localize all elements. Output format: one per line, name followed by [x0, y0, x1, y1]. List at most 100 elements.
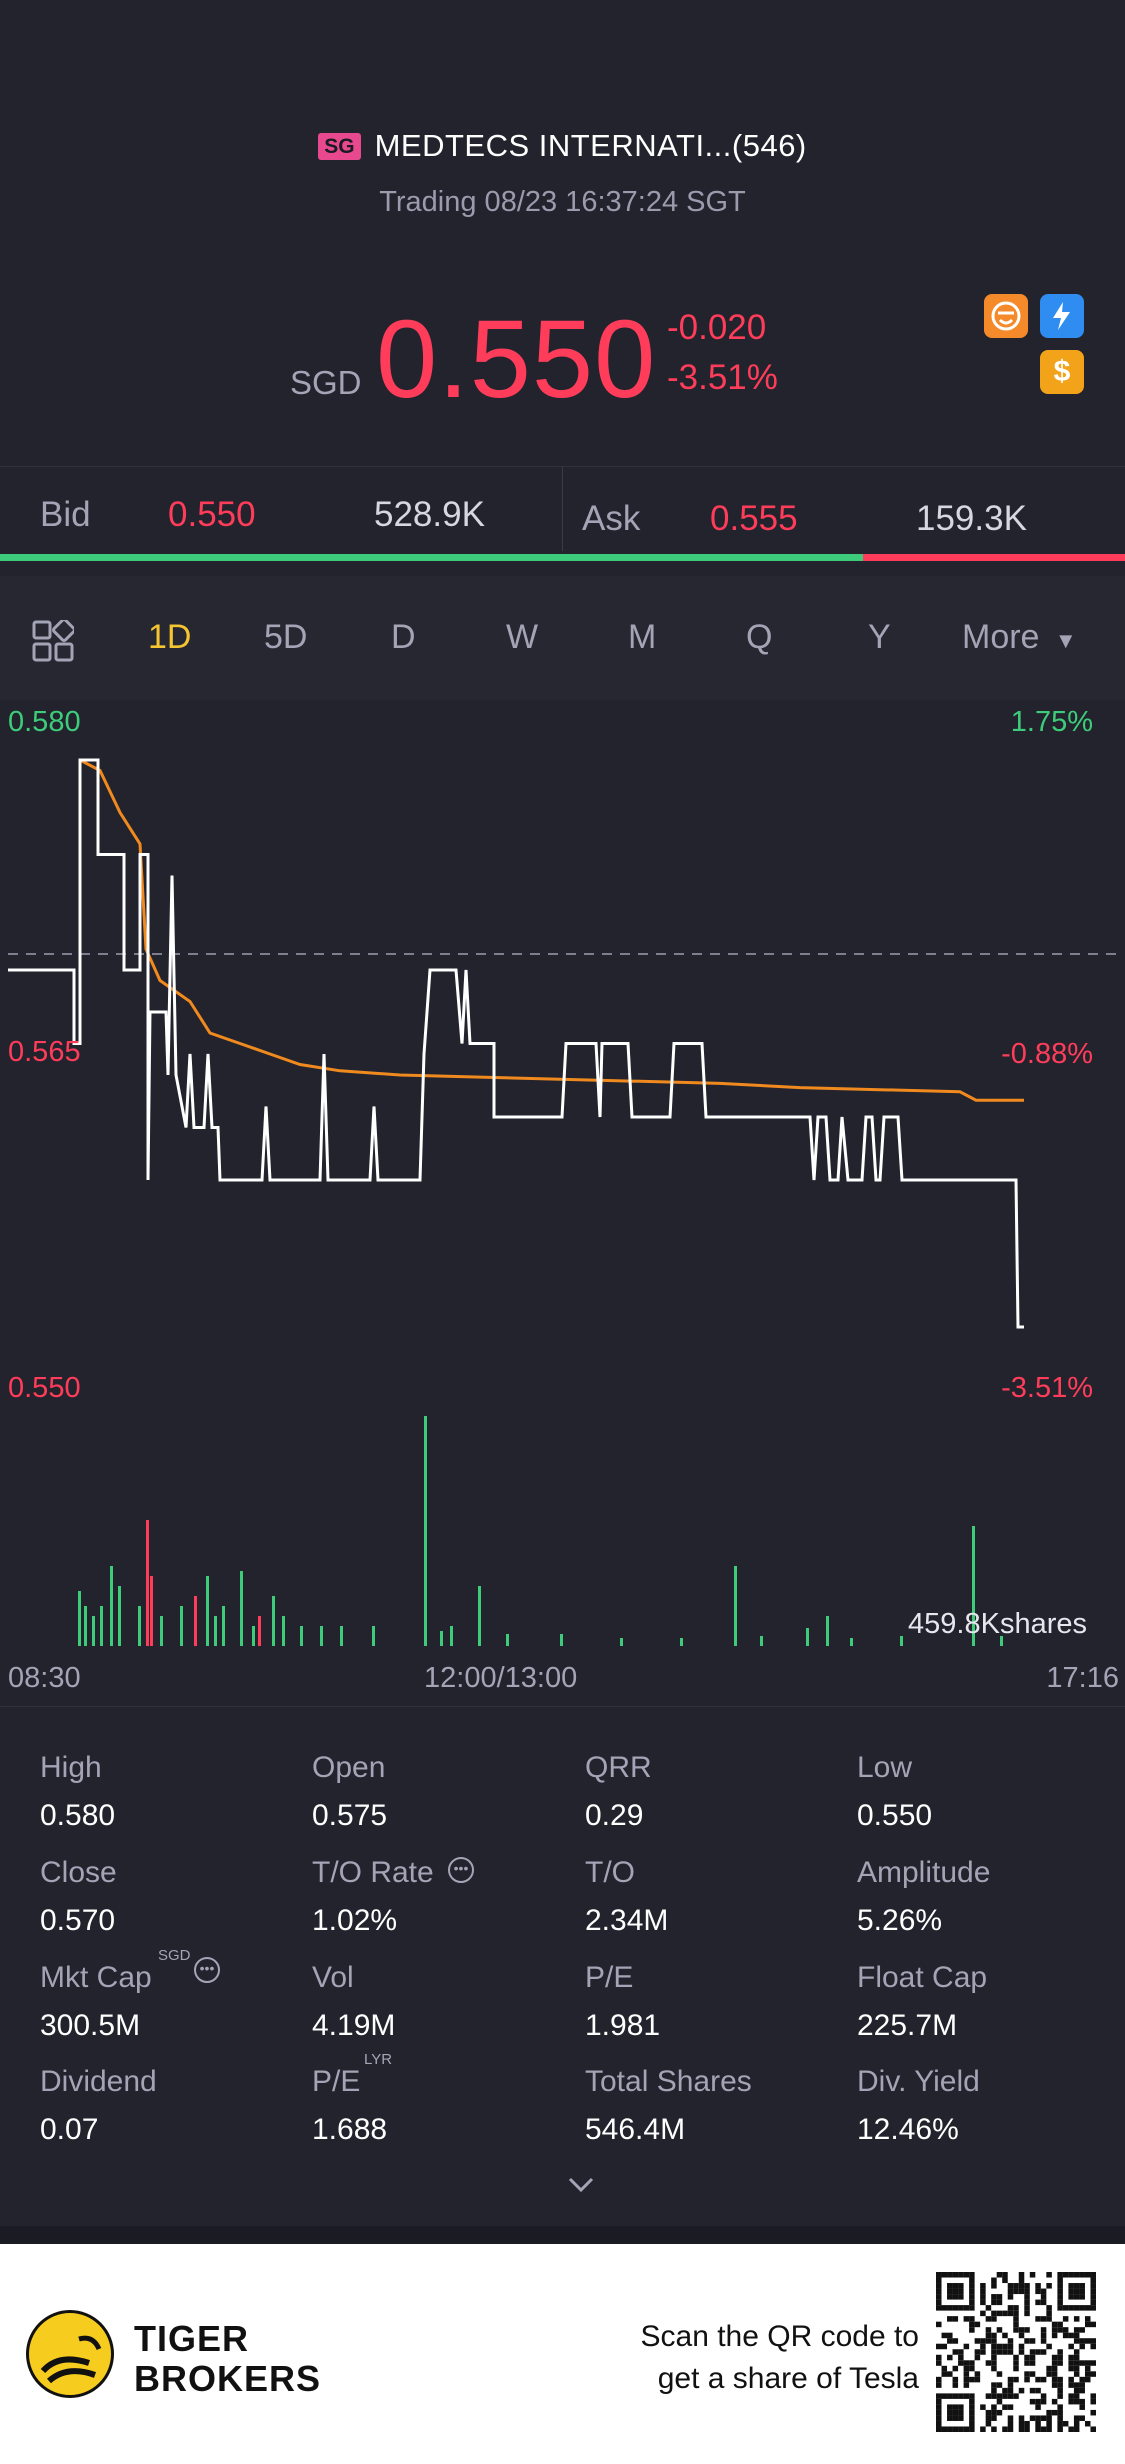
section-divider	[0, 2226, 1125, 2244]
volume-bars	[78, 1416, 1003, 1646]
volume-bar	[160, 1616, 163, 1646]
volume-bar	[180, 1606, 183, 1646]
average-price-line	[79, 758, 1024, 1102]
period-tabs: 1D 5D D W M Q Y More ▼	[0, 576, 1125, 700]
stat-label: QRR	[585, 1751, 652, 1784]
price-change-pct: -3.51%	[667, 358, 778, 397]
pct-axis-bottom: -3.51%	[1001, 1372, 1093, 1404]
stat-label: P/E	[312, 2065, 361, 2098]
volume-bar	[194, 1596, 197, 1646]
bid-ask-divider	[562, 467, 563, 551]
bid-ask-panel[interactable]: Bid 0.550 528.9K Ask 0.555 159.3K	[0, 466, 1125, 558]
volume-bar	[424, 1416, 427, 1646]
tab-q[interactable]: Q	[746, 618, 773, 656]
volume-bar	[84, 1606, 87, 1646]
bid-ratio-fill	[0, 554, 863, 561]
volume-bar	[146, 1520, 149, 1646]
lightning-glyph-icon	[1053, 302, 1070, 330]
stat-value: 1.688	[312, 2113, 388, 2146]
stat-label: T/O Rate	[312, 1856, 434, 1889]
promo-glyph-icon	[991, 301, 1021, 331]
stat-label: Close	[40, 1856, 117, 1889]
pct-axis-mid: -0.88%	[1001, 1038, 1093, 1070]
bid-price: 0.550	[168, 495, 256, 534]
chevron-down-icon: ▼	[1054, 628, 1077, 653]
volume-bar	[826, 1616, 829, 1646]
info-icon[interactable]: •••	[194, 1957, 220, 1983]
volume-bar	[222, 1606, 225, 1646]
volume-bar	[252, 1626, 255, 1646]
volume-bar	[206, 1576, 209, 1646]
bid-label: Bid	[40, 495, 91, 534]
currency-label: SGD	[290, 364, 362, 401]
ask-size: 159.3K	[916, 499, 1027, 538]
stat-label: Mkt Cap	[40, 1961, 152, 1994]
stat-label: Div. Yield	[857, 2065, 980, 2098]
price-axis-bottom: 0.550	[8, 1372, 81, 1404]
bid-size: 528.9K	[374, 495, 485, 534]
tab-w[interactable]: W	[506, 618, 539, 656]
volume-bar	[92, 1616, 95, 1646]
expand-chevron-icon[interactable]	[566, 2175, 596, 2200]
stat-value: 0.29	[585, 1799, 644, 1832]
time-axis-start: 08:30	[8, 1662, 81, 1694]
volume-bar	[138, 1606, 141, 1646]
stat-value: 0.575	[312, 1799, 388, 1832]
promo-icon[interactable]	[984, 294, 1028, 338]
price-axis-mid: 0.565	[8, 1036, 81, 1068]
tab-m[interactable]: M	[628, 618, 657, 656]
volume-bar	[150, 1576, 153, 1646]
trading-status: Trading 08/23 16:37:24 SGT	[379, 186, 746, 218]
tab-d[interactable]: D	[391, 618, 416, 656]
volume-bar	[100, 1606, 103, 1646]
volume-bar	[110, 1566, 113, 1646]
stat-label: P/E	[585, 1961, 634, 1994]
ask-label: Ask	[582, 499, 641, 538]
stat-label: Total Shares	[585, 2065, 752, 2098]
stat-value: 4.19M	[312, 2009, 396, 2042]
volume-bar	[1000, 1636, 1003, 1646]
volume-bar	[272, 1596, 275, 1646]
stat-value: 546.4M	[585, 2113, 686, 2146]
lightning-icon[interactable]	[1040, 294, 1084, 338]
volume-label: 459.8Kshares	[908, 1608, 1087, 1640]
stock-title[interactable]: MEDTECS INTERNATI...(546)	[374, 128, 807, 163]
pct-axis-top: 1.75%	[1010, 706, 1093, 738]
tab-more[interactable]: More ▼	[962, 618, 1077, 657]
volume-bar	[282, 1616, 285, 1646]
stat-label: Vol	[312, 1961, 354, 1994]
volume-bar	[240, 1571, 243, 1646]
price-block: SGD 0.550 -0.020 -3.51% $	[0, 294, 1125, 421]
tiger-logo-icon	[26, 2310, 114, 2398]
intraday-chart[interactable]: 0.580 1.75% 0.565 -0.88% 0.550 -3.51% 45…	[0, 700, 1125, 1700]
volume-bar	[620, 1638, 623, 1646]
stat-label: High	[40, 1751, 102, 1784]
stat-value: 0.550	[857, 1799, 933, 1832]
volume-bar	[214, 1616, 217, 1646]
promo-footer[interactable]: TIGER BROKERS Scan the QR code to get a …	[0, 2244, 1125, 2464]
volume-bar	[850, 1638, 853, 1646]
tab-1d[interactable]: 1D	[148, 618, 192, 656]
stat-value: 300.5M	[40, 2009, 141, 2042]
volume-bar	[320, 1626, 323, 1646]
stat-value: 0.580	[40, 1799, 116, 1832]
tab-5d[interactable]: 5D	[264, 618, 308, 656]
info-icon[interactable]: •••	[448, 1857, 474, 1883]
stats-panel: High 0.580 Open 0.575 QRR 0.29 Low 0.550…	[0, 1706, 1125, 2226]
volume-bar	[680, 1638, 683, 1646]
stat-value: 1.981	[585, 2009, 661, 2042]
layout-grid-icon[interactable]	[32, 618, 76, 667]
market-badge: SG	[318, 132, 361, 160]
cta-line2: get a share of Tesla	[657, 2362, 919, 2395]
tab-more-label: More	[962, 618, 1040, 656]
price-change: -0.020	[667, 308, 767, 347]
dollar-icon[interactable]: $	[1040, 350, 1084, 394]
volume-bar	[300, 1626, 303, 1646]
qr-code-icon	[936, 2272, 1096, 2432]
price-line	[8, 758, 1024, 1329]
volume-bar	[440, 1631, 443, 1646]
tab-y[interactable]: Y	[868, 618, 891, 656]
ask-ratio-fill	[863, 554, 1125, 561]
stat-label: T/O	[585, 1856, 635, 1889]
volume-bar	[806, 1628, 809, 1646]
